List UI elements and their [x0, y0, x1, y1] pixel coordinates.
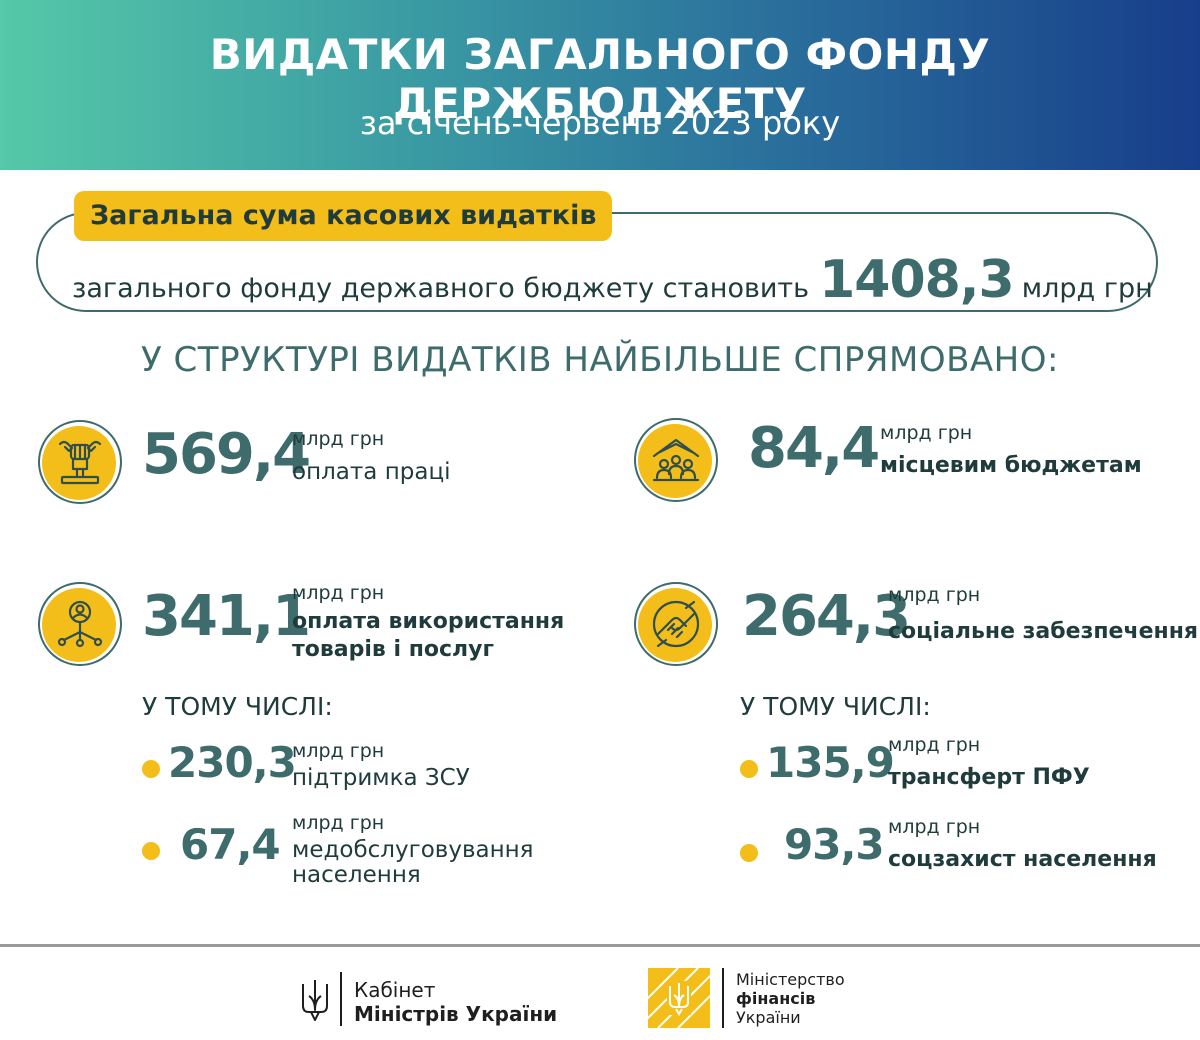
right-row-2-value: 93,3 [784, 820, 885, 869]
ministry-line-2: фінансів [736, 989, 816, 1008]
left-row-2-unit: млрд грн [292, 812, 385, 834]
cabinet-line-1: Кабінет [354, 978, 436, 1002]
total-summary-text: загального фонду державного бюджету стан… [72, 273, 810, 304]
left-row-2-label-line2: населення [292, 862, 421, 888]
right-row-2-unit: млрд грн [888, 816, 981, 838]
left-row-1-unit: млрд грн [292, 740, 385, 762]
item-wages-label: оплата праці [292, 459, 451, 485]
item-social-security-label: соціальне забезпечення [888, 619, 1199, 644]
bullet-dot [740, 760, 758, 778]
cabinet-line-2: Міністрів України [354, 1002, 558, 1026]
right-row-1-label: трансферт ПФУ [888, 765, 1090, 790]
item-goods-services-value: 341,1 [142, 584, 311, 649]
item-goods-services-unit: млрд грн [292, 582, 385, 604]
page-subtitle: за січень-червень 2023 року [359, 104, 841, 142]
bullet-dot [142, 760, 160, 778]
right-breakdown-heading: У ТОМУ ЧИСЛІ: [740, 692, 931, 721]
item-goods-services-label-line1: оплата використання [292, 609, 565, 634]
left-row-1-value: 230,3 [168, 738, 297, 787]
goods-services-network-icon [38, 582, 122, 666]
left-row-2-value: 67,4 [180, 820, 281, 869]
item-local-budgets-value: 84,4 [748, 416, 880, 481]
right-row-1-value: 135,9 [766, 738, 895, 787]
local-budgets-house-icon [634, 418, 718, 502]
ministry-emblem-icon [648, 968, 710, 1028]
total-summary-line: загального фонду державного бюджету стан… [72, 250, 1153, 310]
total-summary-value: 1408,3 [819, 250, 1015, 310]
left-breakdown-heading: У ТОМУ ЧИСЛІ: [142, 692, 333, 721]
total-summary-tag: Загальна сума касових видатків [74, 191, 613, 241]
header-banner: ВИДАТКИ ЗАГАЛЬНОГО ФОНДУ ДЕРЖБЮДЖЕТУ за … [0, 0, 1200, 170]
ministry-line-3: України [736, 1008, 801, 1027]
trident-icon [302, 980, 328, 1021]
item-local-budgets-label: місцевим бюджетам [880, 453, 1142, 478]
left-row-1-label: підтримка ЗСУ [292, 765, 470, 791]
item-local-budgets-unit: млрд грн [880, 422, 973, 444]
social-security-handshake-icon [634, 582, 718, 666]
ministry-line-1: Міністерство [736, 970, 845, 989]
wages-fist-wrench-icon [38, 420, 122, 504]
total-summary-unit: млрд грн [1021, 273, 1153, 304]
right-row-1-unit: млрд грн [888, 734, 981, 756]
bullet-dot [142, 842, 160, 860]
item-wages-unit: млрд грн [292, 428, 385, 450]
left-row-2-label-line1: медобслуговування [292, 837, 534, 863]
bullet-dot [740, 844, 758, 862]
item-goods-services-label-line2: товарів і послуг [292, 637, 495, 662]
item-social-security-unit: млрд грн [888, 584, 981, 606]
item-social-security-value: 264,3 [742, 584, 911, 649]
footer-divider [0, 944, 1200, 947]
section-title: У СТРУКТУРІ ВИДАТКІВ НАЙБІЛЬШЕ СПРЯМОВАН… [141, 340, 1059, 380]
page-title: ВИДАТКИ ЗАГАЛЬНОГО ФОНДУ ДЕРЖБЮДЖЕТУ [209, 30, 991, 128]
right-row-2-label: соцзахист населення [888, 847, 1157, 872]
item-wages-value: 569,4 [142, 422, 311, 487]
